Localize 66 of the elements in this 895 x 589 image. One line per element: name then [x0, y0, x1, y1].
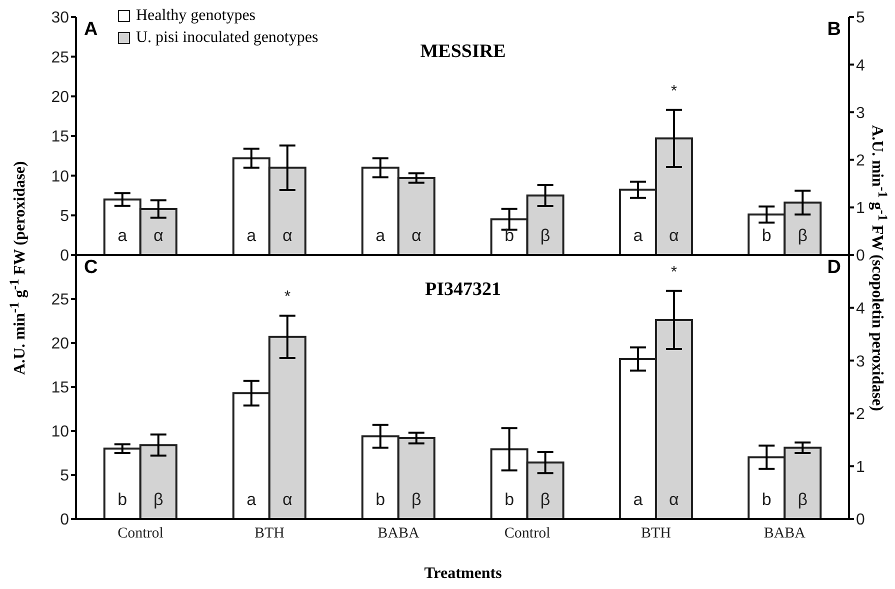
y-tick-label: 0	[60, 248, 70, 265]
data-label: β	[153, 490, 164, 509]
x-tick-label: Control	[504, 526, 550, 542]
data-label: a	[118, 226, 128, 245]
data-label: β	[540, 226, 550, 245]
x-tick-label: BABA	[764, 526, 806, 542]
y-tick-label: 25	[51, 292, 70, 309]
y-tick-label: 5	[856, 10, 865, 27]
annotation: *	[670, 82, 678, 100]
legend-label: U. pisi inoculated genotypes	[136, 28, 318, 48]
data-label: b	[118, 490, 128, 509]
data-label: β	[540, 490, 550, 509]
data-label: α	[282, 490, 292, 509]
data-label: b	[504, 490, 514, 509]
y-tick-label: 0	[856, 248, 865, 265]
y-tick-label: 15	[51, 380, 70, 397]
y-tick-label: 1	[856, 458, 865, 476]
data-label: β	[798, 226, 808, 245]
y-tick-label: 1	[856, 200, 865, 218]
data-label: α	[669, 226, 680, 245]
y-tick-label: 3	[856, 353, 865, 370]
x-tick-label: BABA	[378, 526, 420, 542]
y-tick-label: 15	[51, 128, 70, 146]
x-tick-label: BTH	[641, 526, 672, 542]
y-tick-label: 5	[60, 208, 70, 226]
data-label: a	[246, 490, 257, 509]
text: MESSIRE	[419, 41, 507, 63]
annotation: C	[84, 257, 98, 279]
y-tick-label: 20	[51, 89, 70, 106]
data-label: α	[153, 226, 164, 245]
annotation: *	[284, 288, 291, 306]
annotation: *	[670, 264, 678, 281]
y-tick-label: 3	[856, 104, 865, 122]
data-label: b	[762, 226, 772, 245]
data-label: b	[762, 490, 772, 509]
x-axis-title: Treatments	[423, 565, 503, 583]
y-tick-label: 5	[60, 468, 70, 485]
text: PI347321	[424, 279, 502, 301]
data-label: α	[669, 490, 680, 509]
data-label: a	[246, 226, 257, 245]
y-tick-label: 4	[856, 57, 865, 74]
data-label: α	[282, 226, 292, 245]
y-tick-label: 25	[51, 49, 70, 66]
legend-label: Healthy genotypes	[136, 6, 256, 26]
y-tick-label: 10	[51, 424, 70, 441]
y-tick-label: 2	[856, 152, 865, 170]
data-label: a	[633, 226, 644, 245]
data-label: a	[376, 226, 386, 245]
y-tick-label: 10	[51, 168, 70, 186]
data-label: α	[411, 226, 422, 245]
annotation: B	[827, 19, 841, 41]
y-tick-label: 4	[856, 300, 865, 318]
x-tick-label: Control	[118, 526, 164, 542]
annotation: D	[827, 257, 841, 279]
data-label: b	[376, 490, 386, 509]
data-label: β	[798, 490, 808, 509]
y-tick-label: 2	[856, 406, 865, 424]
data-label: b	[504, 226, 514, 245]
y-tick-label: 0	[856, 512, 865, 529]
x-tick-label: BTH	[254, 526, 285, 542]
y-tick-label: 0	[60, 512, 70, 529]
data-label: a	[633, 490, 644, 509]
y-tick-label: 20	[51, 336, 70, 353]
data-label: β	[411, 490, 422, 509]
annotation: A	[84, 19, 98, 41]
y-tick-label: 30	[51, 10, 70, 27]
